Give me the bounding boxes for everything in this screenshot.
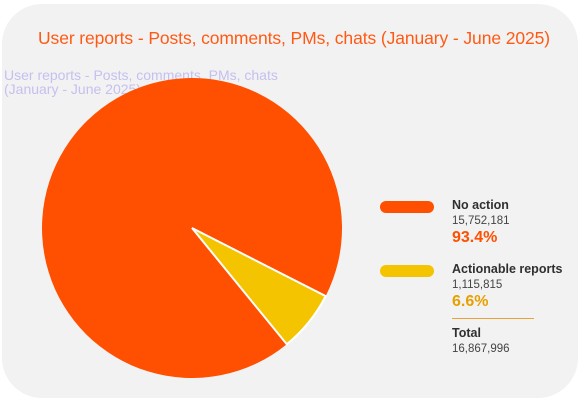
pie-slice-actionable — [191, 227, 327, 346]
legend-swatch-actionable — [380, 265, 434, 277]
legend-count-no-action: 15,752,181 — [452, 215, 510, 227]
legend-divider — [452, 318, 534, 319]
legend-count-actionable: 1,115,815 — [452, 279, 503, 291]
legend-label-actionable: Actionable reports — [452, 262, 563, 276]
legend-swatch-no-action — [380, 201, 434, 213]
legend-label-no-action: No action — [452, 198, 509, 212]
total-label: Total — [452, 326, 481, 340]
legend-percent-actionable: 6.6% — [452, 293, 489, 310]
total-value: 16,867,996 — [452, 343, 510, 355]
chart-title: User reports - Posts, comments, PMs, cha… — [38, 28, 550, 48]
legend-percent-no-action: 93.4% — [452, 229, 498, 246]
